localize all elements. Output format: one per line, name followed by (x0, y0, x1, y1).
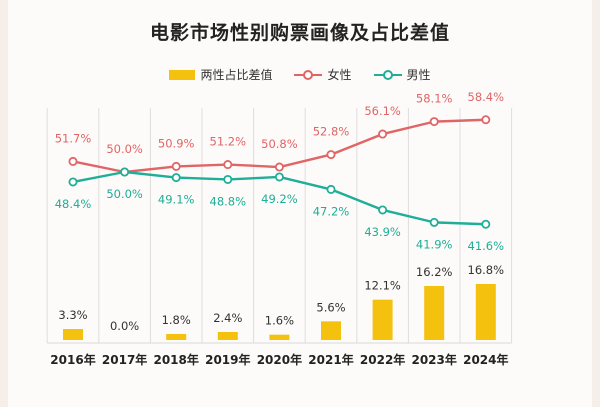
legend-swatch-female (294, 69, 323, 80)
x-tick-label: 2024年 (463, 352, 508, 367)
legend-label-gap: 两性占比差值 (200, 68, 273, 82)
male-label: 48.8% (210, 194, 247, 208)
male-point (68, 177, 78, 187)
x-tick-label: 2017年 (102, 352, 147, 367)
female-label: 51.7% (55, 131, 92, 145)
female-label: 51.2% (210, 135, 247, 149)
male-label: 48.4% (55, 197, 92, 211)
bar-label: 1.6% (265, 314, 294, 328)
female-label: 58.1% (416, 92, 453, 106)
legend: 两性占比差值 女性 男性 (0, 66, 600, 83)
bar-gap (217, 332, 238, 340)
bar-label: 16.8% (468, 263, 505, 277)
male-point (223, 174, 233, 184)
male-label: 41.9% (416, 237, 453, 251)
x-tick-label: 2022年 (360, 352, 405, 367)
bar-label: 12.1% (364, 279, 401, 293)
legend-label-male: 男性 (406, 68, 431, 82)
male-label: 50.0% (106, 187, 143, 201)
female-label: 50.0% (106, 142, 143, 156)
legend-item-gap: 两性占比差值 (169, 66, 272, 83)
legend-swatch-male (373, 69, 402, 80)
bar-label: 1.8% (162, 313, 191, 327)
female-point (326, 150, 336, 160)
bar-label: 2.4% (213, 311, 242, 325)
bar-gap (166, 334, 187, 340)
male-label: 43.9% (364, 225, 401, 239)
female-point (274, 162, 284, 172)
legend-item-male: 男性 (373, 66, 431, 83)
bar-gap (321, 321, 341, 340)
male-label: 49.2% (261, 192, 298, 206)
male-point (171, 173, 181, 183)
male-point (481, 219, 491, 229)
bar-gap (372, 299, 393, 340)
x-tick-label: 2018年 (153, 352, 198, 367)
bar-label: 0.0% (110, 319, 139, 333)
male-point (429, 217, 439, 227)
male-point (326, 184, 336, 194)
legend-item-female: 女性 (294, 66, 352, 83)
male-label: 47.2% (313, 204, 350, 218)
bar-label: 16.2% (416, 265, 453, 279)
x-tick-label: 2020年 (257, 352, 302, 367)
male-point (120, 167, 130, 177)
female-label: 52.8% (313, 125, 350, 139)
bar-label: 3.3% (58, 308, 87, 322)
x-tick-label: 2021年 (308, 352, 353, 367)
female-label: 50.8% (261, 137, 298, 151)
chart-title: 电影市场性别购票画像及占比差值 (149, 22, 450, 44)
male-label: 49.1% (158, 193, 195, 207)
female-point (429, 117, 439, 127)
bar-label: 5.6% (316, 300, 345, 314)
female-point (68, 156, 78, 166)
male-point (378, 205, 388, 215)
bar-gap (269, 334, 290, 340)
x-tick-label: 2019年 (205, 352, 250, 367)
male-point (274, 172, 284, 182)
female-point (223, 160, 233, 170)
bar-gap (424, 286, 445, 340)
female-point (481, 115, 491, 125)
female-label: 50.9% (158, 136, 195, 150)
male-label: 41.6% (468, 239, 505, 253)
legend-swatch-gap (169, 69, 196, 80)
x-tick-label: 2023年 (411, 352, 456, 367)
female-label: 58.4% (468, 90, 505, 104)
bar-gap (475, 284, 496, 340)
x-tick-label: 2016年 (50, 352, 95, 367)
legend-label-female: 女性 (327, 68, 352, 82)
female-point (378, 129, 388, 139)
female-label: 56.1% (364, 104, 401, 118)
female-point (171, 161, 181, 171)
bar-gap (63, 329, 83, 340)
